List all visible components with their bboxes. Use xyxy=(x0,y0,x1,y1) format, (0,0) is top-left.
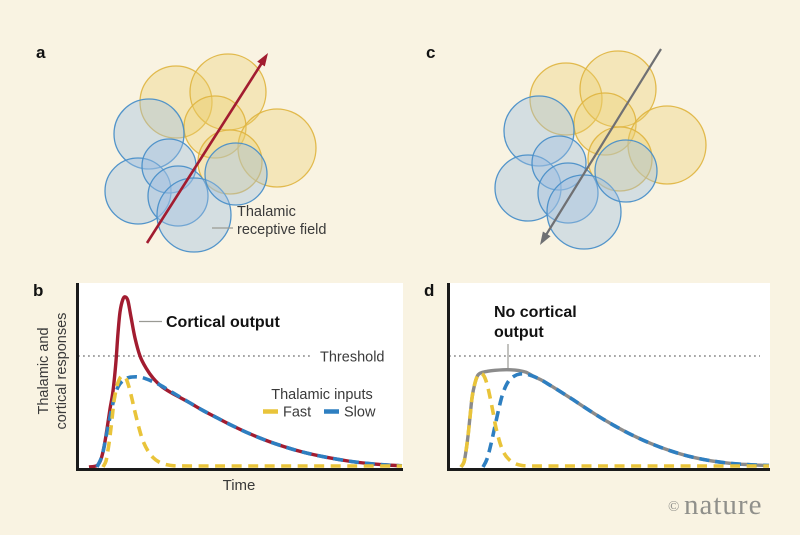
yellow-field-circle xyxy=(237,108,317,188)
slow-input-curve-b xyxy=(95,375,403,468)
stimulus-arrow-a xyxy=(145,53,268,244)
blue-field-circle xyxy=(104,157,172,225)
threshold-label: Threshold xyxy=(320,350,384,366)
receptive-field-label-line1: Thalamic xyxy=(237,204,296,220)
fast-input-curve-b xyxy=(101,374,402,468)
legend-fast-label: Fast xyxy=(283,405,311,421)
yellow-field-circle xyxy=(139,65,213,139)
stimulus-arrow-c xyxy=(540,48,662,245)
slow-input-curve-d xyxy=(481,372,770,468)
panel-d-letter: d xyxy=(424,281,434,300)
watermark-nature-logo: nature xyxy=(684,489,762,521)
no-output-label-line2: output xyxy=(494,324,544,341)
panel-c-letter: c xyxy=(426,43,435,62)
plot-area-d xyxy=(447,283,770,470)
y-axis-label-line1: Thalamic and xyxy=(36,327,52,414)
blue-field-circle xyxy=(204,142,268,206)
no-output-label-line1: No cortical xyxy=(494,304,577,321)
panel-a-letter: a xyxy=(36,43,46,62)
plot-area-b xyxy=(76,283,403,470)
receptive-field-circles xyxy=(104,53,317,253)
cortical-output-label: Cortical output xyxy=(166,314,280,331)
legend-title: Thalamic inputs xyxy=(271,387,373,403)
panel-b-letter: b xyxy=(33,281,43,300)
blue-field-circle xyxy=(113,98,185,170)
receptive-field-label-line2: receptive field xyxy=(237,222,326,238)
axes-b xyxy=(76,283,403,471)
axes-d xyxy=(447,283,770,471)
watermark-copyright-icon: © xyxy=(668,499,679,515)
y-axis-label-line2: cortical responses xyxy=(54,313,70,430)
receptive-field-circles-c xyxy=(494,50,707,250)
fast-input-curve-d xyxy=(459,371,769,469)
x-axis-label-time: Time xyxy=(223,477,256,494)
legend-slow-label: Slow xyxy=(344,405,376,421)
